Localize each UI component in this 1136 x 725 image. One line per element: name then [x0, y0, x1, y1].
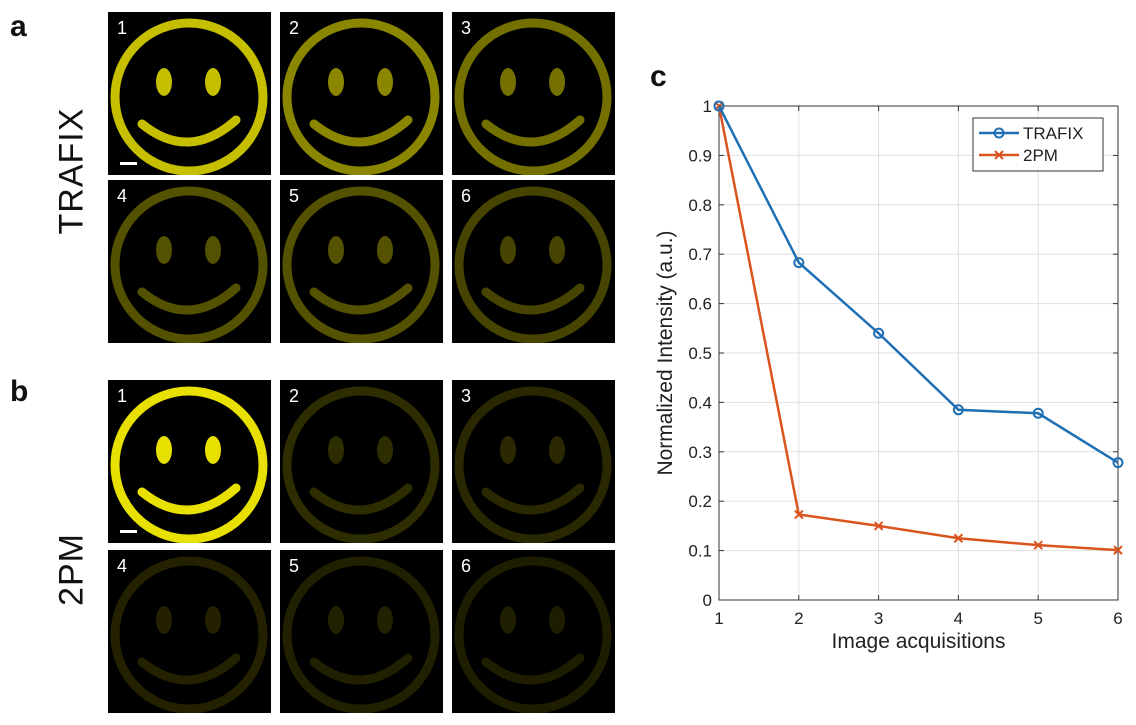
- twopm-row-label: 2PM: [52, 533, 91, 606]
- y-tick-label: 0.2: [688, 492, 712, 511]
- scale-bar: [120, 162, 137, 165]
- x-marker-stroke: [1113, 545, 1123, 555]
- data-point-trafix: [1112, 457, 1124, 469]
- y-tick-label: 0.6: [688, 295, 712, 314]
- panel-b-letter: b: [10, 375, 29, 408]
- y-tick-label: 0.4: [688, 393, 712, 412]
- x-marker-stroke: [794, 509, 804, 520]
- tile-number: 1: [117, 18, 128, 38]
- trafix-tile-1: 1: [108, 12, 271, 175]
- series-line-2pm: [717, 105, 1119, 552]
- tile-number: 2: [289, 18, 300, 38]
- tile-number: 1: [117, 386, 128, 406]
- x-marker-stroke: [953, 533, 964, 543]
- trafix-tile-4: 4: [108, 180, 271, 343]
- twopm-tile-3: 3: [452, 380, 615, 543]
- plot-frame: [718, 105, 1119, 601]
- twopm-tile-4: 4: [108, 550, 271, 713]
- x-axis-ticks: 1 2 3 4 5 6: [714, 106, 1123, 628]
- data-point-2pm: [794, 509, 804, 520]
- data-point-2pm: [1113, 545, 1123, 555]
- series-line-trafix: [717, 105, 1119, 464]
- data-point-trafix: [873, 327, 885, 339]
- tile-number: 2: [289, 386, 300, 406]
- x-tick-label: 4: [954, 609, 963, 628]
- x-marker-stroke: [714, 101, 724, 111]
- trafix-row-label: TRAFIX: [52, 107, 91, 235]
- x-marker-stroke: [994, 150, 1004, 160]
- y-axis-ticks: 0 0.1 0.2 0.3 0.4 0.5 0.6 0.7 0.8 0.9 1: [688, 97, 1118, 610]
- data-point-2pm: [953, 533, 964, 543]
- data-point-2pm: [714, 101, 724, 111]
- legend-box: [972, 117, 1104, 172]
- x-marker-stroke: [873, 521, 884, 531]
- x-marker-stroke: [1113, 545, 1123, 555]
- twopm-tile-2: 2: [280, 380, 443, 543]
- y-tick-label: 1: [703, 97, 712, 116]
- y-tick-label: 0: [703, 591, 712, 610]
- x-tick-label: 2: [794, 609, 803, 628]
- series-trafix: [713, 100, 1124, 469]
- x-tick-label: 6: [1113, 609, 1122, 628]
- tile-number: 4: [117, 186, 128, 206]
- series-2pm: [714, 101, 1123, 555]
- tile-number: 4: [117, 556, 128, 576]
- tile-number: 5: [289, 186, 300, 206]
- x-marker-stroke: [1033, 540, 1043, 550]
- x-marker-stroke: [994, 150, 1004, 160]
- y-tick-label: 0.1: [688, 542, 712, 561]
- x-tick-label: 3: [874, 609, 883, 628]
- panel-c-letter: c: [650, 60, 667, 93]
- data-point-2pm: [1033, 540, 1043, 550]
- legend-swatch-marker: [993, 127, 1005, 139]
- y-tick-label: 0.8: [688, 196, 712, 215]
- scale-bar: [120, 530, 137, 533]
- trafix-tile-3: 3: [452, 12, 615, 175]
- y-tick-label: 0.7: [688, 245, 712, 264]
- data-point-trafix: [713, 100, 725, 112]
- x-marker-stroke: [714, 101, 724, 111]
- twopm-tile-5: 5: [280, 550, 443, 713]
- legend-label-trafix: TRAFIX: [1023, 124, 1083, 143]
- data-point-trafix: [1032, 407, 1044, 419]
- trafix-tile-5: 5: [280, 180, 443, 343]
- y-tick-label: 0.5: [688, 344, 712, 363]
- tile-number: 5: [289, 556, 300, 576]
- series-layer: [713, 100, 1124, 555]
- twopm-tile-6: 6: [452, 550, 615, 713]
- chart-gridlines: [718, 105, 1119, 601]
- x-axis-label: Image acquisitions: [832, 630, 1006, 653]
- legend-swatch-marker: [994, 150, 1004, 160]
- x-marker-stroke: [1033, 540, 1043, 550]
- chart-legend: TRAFIX 2PM: [972, 117, 1104, 172]
- trafix-tile-6: 6: [452, 180, 615, 343]
- data-point-trafix: [952, 404, 964, 416]
- x-marker-stroke: [873, 521, 884, 531]
- y-tick-label: 0.3: [688, 443, 712, 462]
- tile-number: 6: [461, 186, 472, 206]
- y-axis-label: Normalized Intensity (a.u.): [654, 230, 677, 475]
- x-tick-label: 1: [714, 609, 723, 628]
- tile-number: 6: [461, 556, 472, 576]
- x-marker-stroke: [953, 533, 964, 543]
- tile-number: 3: [461, 18, 472, 38]
- x-marker-stroke: [794, 509, 804, 520]
- trafix-tile-2: 2: [280, 12, 443, 175]
- legend-label-2pm: 2PM: [1023, 146, 1058, 165]
- data-point-2pm: [873, 521, 884, 531]
- x-tick-label: 5: [1033, 609, 1042, 628]
- data-point-trafix: [793, 257, 805, 269]
- twopm-tile-1: 1: [108, 380, 271, 543]
- panel-a-letter: a: [10, 10, 27, 43]
- y-tick-label: 0.9: [688, 146, 712, 165]
- tile-number: 3: [461, 386, 472, 406]
